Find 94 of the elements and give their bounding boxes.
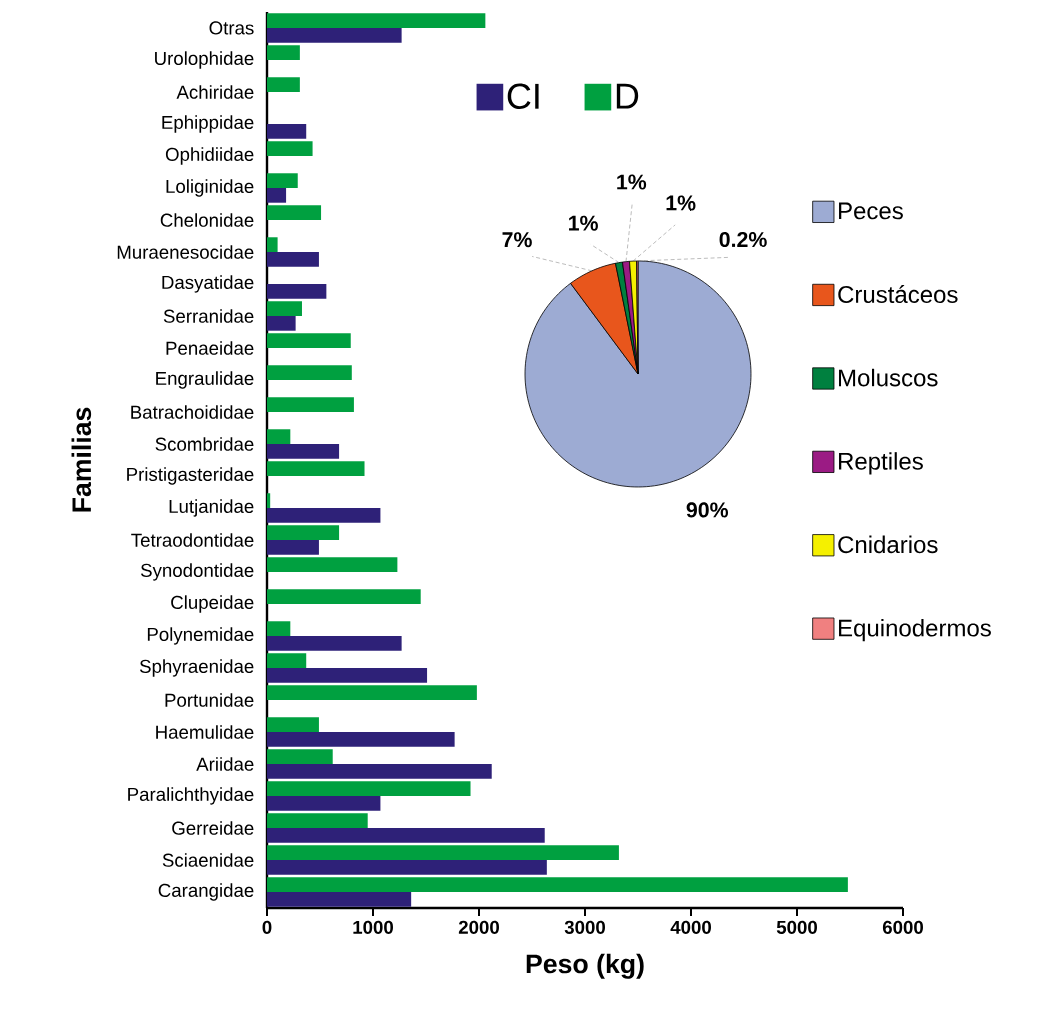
y-tick-label: Synodontidae [140,563,254,581]
y-tick-label: Sciaenidae [162,853,254,867]
y-tick-label: Portunidae [165,693,254,707]
data-label: 90% [686,502,729,518]
bar [267,123,307,139]
legend-label: CI [507,83,539,110]
bar [267,237,278,252]
y-tick-label: Sphyraenidae [139,659,254,677]
y-axis-title: Familias [71,407,92,512]
bar [267,13,486,28]
y-tick-label: Urolophidae [155,51,254,69]
bar [267,525,340,540]
bar [267,461,365,476]
bar [267,141,313,156]
x-tick-label: 5000 [776,920,817,934]
legend-label: Reptiles [839,452,923,475]
bar [267,827,545,843]
bar [267,813,368,828]
y-tick-label: Engraulidae [156,371,254,389]
x-tick-label: 6000 [882,920,923,934]
bar [267,667,428,683]
y-tick-label: Polynemidae [147,627,254,645]
y-tick-label: Otras [209,21,254,35]
bar [267,443,340,459]
bar [267,205,322,220]
bar [267,731,455,747]
data-label: 1% [666,195,696,211]
data-label: 1% [569,215,598,231]
x-tick-label: 4000 [670,920,711,934]
x-tick-label: 3000 [564,920,605,934]
bar [267,429,291,444]
bar [267,187,287,203]
bar [267,365,352,380]
bar [267,717,319,732]
y-tick-label: Ophidiidae [165,147,254,165]
bar [267,77,300,92]
bar [267,653,307,668]
y-tick-label: Ariidae [196,757,254,771]
legend-label: Crustáceos [838,285,958,304]
legend-label: Moluscos [839,368,938,387]
legend-label: Peces [839,202,903,220]
bar [267,621,291,636]
legend-label: D [616,83,639,109]
bar [267,891,412,907]
bar [267,333,351,348]
bar [267,251,319,267]
bar [267,589,421,604]
bar [267,45,300,60]
y-tick-label: Scombridae [155,437,254,451]
bar [267,557,398,572]
x-axis-title: Peso (kg) [526,953,644,979]
x-tick-label: 0 [262,920,272,934]
y-tick-label: Batrachoididae [131,405,254,419]
bar [267,763,492,779]
bar [267,315,296,331]
y-tick-label: Paralichthyidae [128,787,254,805]
y-tick-label: Muraenesocidae [117,245,254,259]
bar [267,845,619,860]
bar [267,27,402,43]
y-tick-label: Serranidae [163,309,254,323]
y-tick-label: Tetraodontidae [131,533,254,547]
bar [267,859,547,875]
data-label: 7% [502,232,532,248]
y-tick-label: Gerreidae [172,821,254,835]
bar [267,685,477,700]
y-tick-label: Ephippidae [162,115,254,133]
y-tick-label: Penaeidae [166,341,254,355]
bar [267,507,381,523]
data-label: 1% [617,174,647,190]
y-tick-label: Chelonidae [160,213,254,227]
bar [267,397,354,412]
legend-label: Cnidarios [838,535,938,554]
bar [267,795,381,811]
y-tick-label: Clupeidae [171,595,254,613]
legend-label: Equinodermos [839,618,991,642]
bar [267,301,302,316]
y-tick-label: Pristigasteridae [127,467,254,485]
bar [267,173,298,188]
data-label: 0.2% [719,231,767,248]
bar [267,781,471,796]
bar [267,283,327,299]
y-tick-label: Haemulidae [156,725,254,739]
y-tick-label: Dasyatidae [162,275,254,293]
bar [267,749,333,764]
bar [267,493,271,508]
x-tick-label: 2000 [458,920,499,934]
bar [267,877,848,892]
bar [267,539,319,555]
x-tick-label: 1000 [353,920,393,934]
bar [267,635,402,651]
y-tick-label: Achiridae [176,85,254,99]
y-tick-label: Lutjanidae [169,499,254,517]
y-tick-label: Carangidae [158,883,254,901]
y-tick-label: Loliginidae [166,179,254,197]
